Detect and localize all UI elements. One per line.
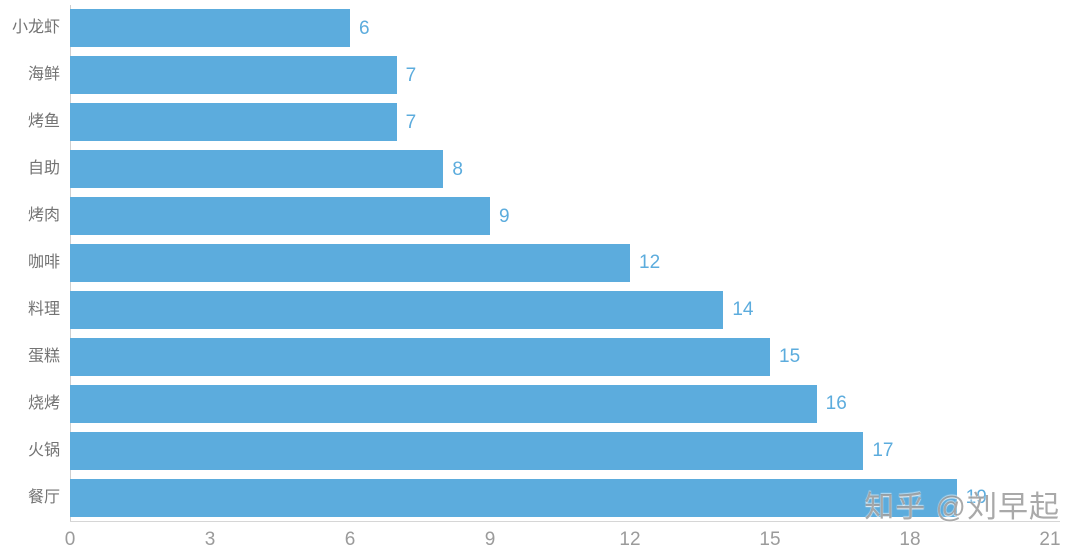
x-tick-label: 9 — [484, 529, 496, 550]
bar[interactable] — [70, 290, 724, 329]
bar[interactable] — [70, 478, 957, 517]
value-label: 16 — [825, 393, 847, 415]
bar-rows: 小龙虾 6 海鲜 7 烤鱼 7 自助 8 烤肉 9 咖啡 12 料理 14 蛋糕 15 烧烤 16 火锅 17 餐厅 19 — [0, 5, 1080, 521]
bar-zone: 12 — [70, 243, 661, 282]
value-label: 7 — [405, 111, 417, 133]
bar-zone: 15 — [70, 337, 801, 376]
bar-zone: 7 — [70, 103, 417, 142]
category-label: 烧烤 — [27, 394, 60, 412]
bar-row: 小龙虾 6 — [0, 5, 1080, 52]
bar-zone: 6 — [70, 9, 370, 48]
x-tick-label: 21 — [1039, 529, 1061, 550]
category-label: 烤鱼 — [27, 113, 60, 131]
bar[interactable] — [70, 431, 864, 470]
x-tick-label: 18 — [899, 529, 921, 550]
bar[interactable] — [70, 150, 444, 189]
value-label: 8 — [452, 158, 463, 180]
bar-zone: 8 — [70, 150, 463, 189]
category-label: 火锅 — [27, 441, 60, 459]
value-label: 15 — [779, 346, 801, 368]
value-label: 19 — [965, 487, 987, 509]
value-label: 7 — [405, 64, 417, 86]
bar[interactable] — [70, 337, 770, 376]
category-label: 小龙虾 — [11, 19, 60, 37]
bar-row: 料理 14 — [0, 286, 1080, 333]
value-label: 12 — [639, 252, 661, 274]
bar-row: 烤肉 9 — [0, 193, 1080, 240]
value-label: 9 — [499, 205, 510, 227]
category-label: 海鲜 — [27, 66, 60, 84]
bar[interactable] — [70, 243, 630, 282]
bar-row: 烤鱼 7 — [0, 99, 1080, 146]
bar-row: 蛋糕 15 — [0, 333, 1080, 380]
x-tick-label: 12 — [619, 529, 641, 550]
category-label: 烤肉 — [27, 207, 60, 225]
bar-zone: 17 — [70, 431, 894, 470]
bar-zone: 7 — [70, 56, 417, 95]
bar-row: 自助 8 — [0, 146, 1080, 193]
category-label: 咖啡 — [27, 253, 60, 271]
bar-row: 咖啡 12 — [0, 240, 1080, 287]
bar-row: 海鲜 7 — [0, 52, 1080, 99]
category-label: 餐厅 — [27, 488, 60, 506]
x-tick-label: 0 — [64, 529, 76, 550]
category-label: 料理 — [27, 300, 60, 318]
bar[interactable] — [70, 103, 397, 142]
x-tick-label: 15 — [759, 529, 781, 550]
bar[interactable] — [70, 197, 490, 236]
bar[interactable] — [70, 384, 817, 423]
bar-row: 烧烤 16 — [0, 380, 1080, 427]
value-label: 17 — [872, 440, 894, 462]
bar-zone: 16 — [70, 384, 847, 423]
category-label: 蛋糕 — [27, 347, 60, 365]
bar-row: 餐厅 19 — [0, 474, 1080, 521]
x-tick-label: 6 — [344, 529, 356, 550]
bar-row: 火锅 17 — [0, 427, 1080, 474]
bar-zone: 19 — [70, 478, 987, 517]
value-label: 14 — [732, 299, 754, 321]
category-label: 自助 — [27, 160, 60, 178]
value-label: 6 — [359, 17, 370, 39]
bar-zone: 9 — [70, 197, 510, 236]
bar[interactable] — [70, 9, 350, 48]
bar-zone: 14 — [70, 290, 754, 329]
bar[interactable] — [70, 56, 397, 95]
x-axis-line — [70, 521, 1060, 522]
x-tick-label: 3 — [204, 529, 216, 550]
